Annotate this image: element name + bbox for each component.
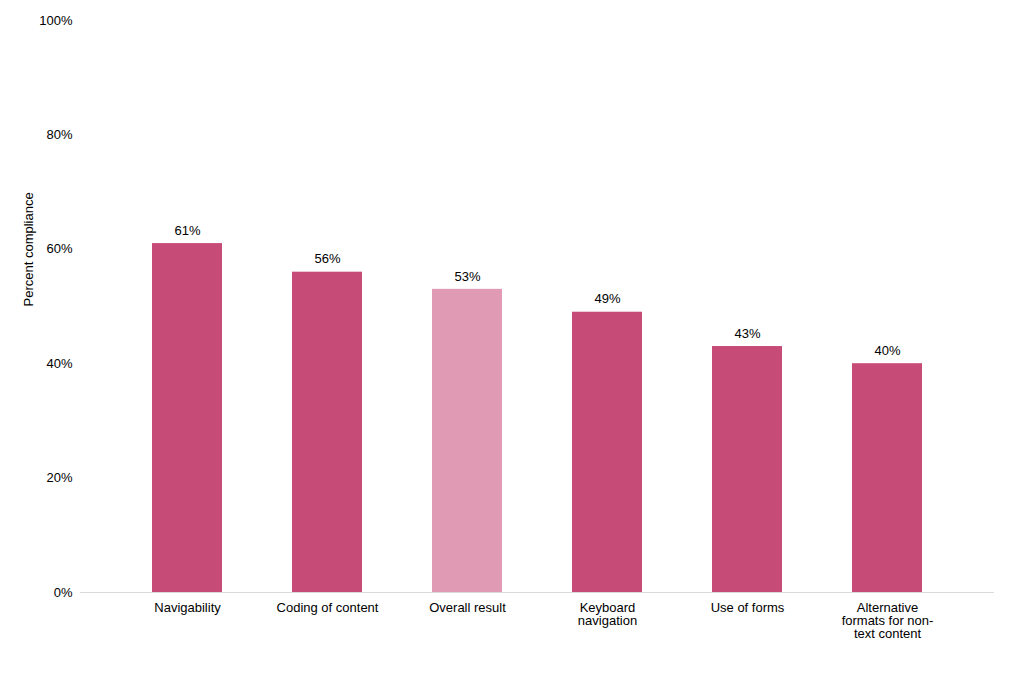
svg-text:Coding of content: Coding of content — [277, 600, 379, 615]
svg-text:56%: 56% — [314, 251, 340, 266]
svg-text:40%: 40% — [874, 343, 900, 358]
svg-text:Navigability: Navigability — [154, 600, 221, 615]
svg-text:Alternativeformats for non-tex: Alternativeformats for non-text content — [842, 600, 934, 641]
svg-text:0%: 0% — [54, 585, 73, 600]
svg-text:43%: 43% — [734, 326, 760, 341]
svg-text:80%: 80% — [46, 127, 72, 142]
svg-text:Keyboardnavigation: Keyboardnavigation — [578, 600, 637, 628]
svg-text:20%: 20% — [46, 470, 72, 485]
svg-text:100%: 100% — [39, 13, 73, 28]
svg-text:Percent compliance: Percent compliance — [21, 192, 36, 306]
svg-text:40%: 40% — [46, 356, 72, 371]
svg-text:Use of forms: Use of forms — [711, 600, 785, 615]
svg-text:53%: 53% — [454, 269, 480, 284]
svg-text:Overall result: Overall result — [429, 600, 506, 615]
svg-text:61%: 61% — [174, 223, 200, 238]
svg-text:60%: 60% — [46, 241, 72, 256]
svg-text:49%: 49% — [594, 291, 620, 306]
